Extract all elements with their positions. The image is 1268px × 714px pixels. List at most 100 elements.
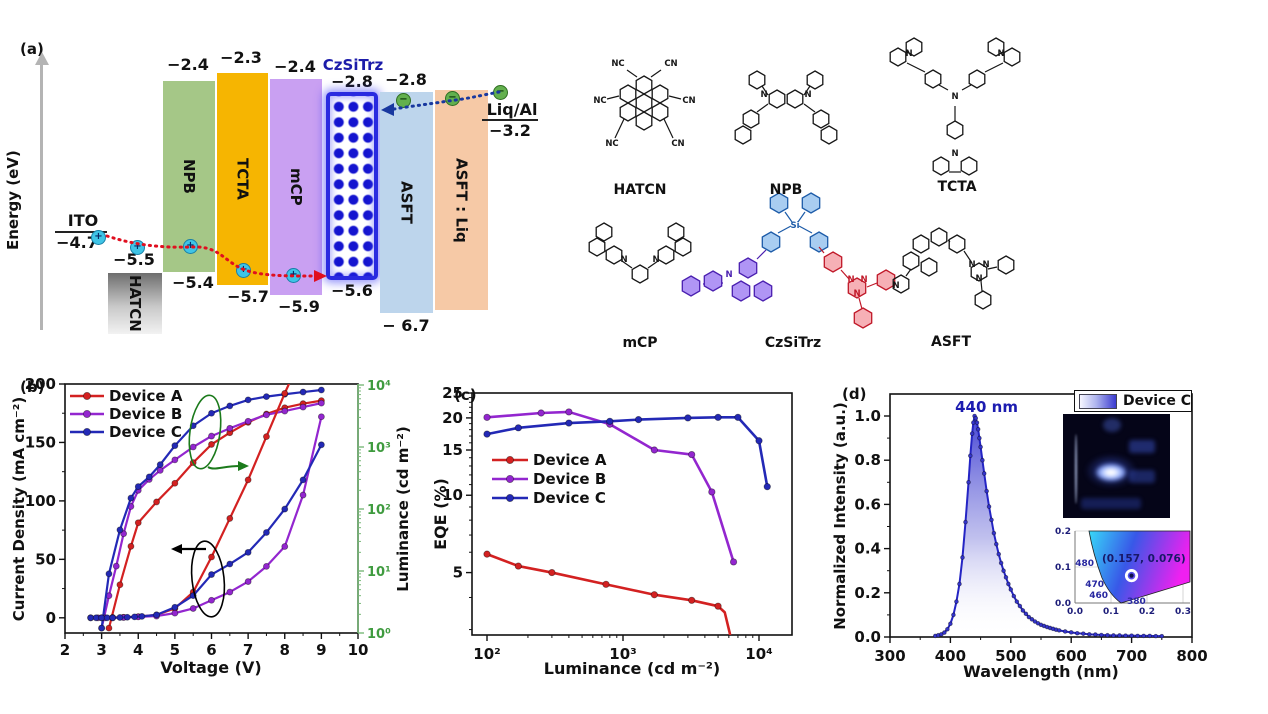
svg-text:10: 10 bbox=[348, 641, 369, 659]
svg-text:Voltage (V): Voltage (V) bbox=[160, 658, 261, 677]
panel-jvl-chart: 0 50 100 150 200 2 3 4 5 6 7 8 9 10 10⁰ 10¹ 10² 10³ 10⁴ Dev… bbox=[8, 372, 418, 707]
svg-text:480: 480 bbox=[1075, 559, 1094, 569]
tcta-lumo: −2.3 bbox=[220, 48, 262, 67]
svg-text:CN: CN bbox=[671, 139, 684, 149]
svg-text:CN: CN bbox=[664, 59, 677, 69]
el-legend: Device C bbox=[1074, 390, 1192, 412]
svg-text:Wavelength (nm): Wavelength (nm) bbox=[963, 662, 1119, 681]
svg-text:25: 25 bbox=[442, 384, 463, 402]
electron-path bbox=[392, 90, 501, 111]
svg-text:(d): (d) bbox=[842, 385, 866, 403]
energy-axis bbox=[40, 64, 43, 330]
series-device-a bbox=[483, 550, 732, 635]
cie-gamut bbox=[1088, 530, 1191, 604]
charge-transport-arrows bbox=[105, 90, 501, 282]
svg-text:0.6: 0.6 bbox=[854, 495, 881, 513]
svg-text:4: 4 bbox=[133, 641, 143, 659]
molecule-label-asft: ASFT bbox=[930, 334, 972, 350]
svg-text:50: 50 bbox=[35, 550, 56, 568]
layer-mcp-label: mCP bbox=[287, 168, 305, 206]
svg-text:N: N bbox=[853, 289, 860, 299]
czsitrz-donor: N bbox=[681, 249, 773, 302]
panel-el-spectrum: 300 400 500 600 700 800 0.0 0.2 0.4 0.6 0.8 1.0 440 … bbox=[825, 372, 1268, 714]
tcta-homo: −5.7 bbox=[227, 287, 269, 306]
photo-emitting-pixel bbox=[1096, 464, 1126, 481]
el-legend-label: Device C bbox=[1123, 393, 1191, 409]
svg-text:380: 380 bbox=[1127, 597, 1146, 607]
svg-text:0.8: 0.8 bbox=[854, 451, 881, 469]
svg-text:Luminance (cd m⁻²): Luminance (cd m⁻²) bbox=[544, 659, 720, 678]
molecule-label-npb: NPB bbox=[769, 182, 803, 198]
svg-text:500: 500 bbox=[995, 647, 1026, 665]
svg-text:3: 3 bbox=[96, 641, 106, 659]
svg-text:0.1: 0.1 bbox=[1103, 607, 1119, 617]
layer-asft-liq-label: ASFT : Liq bbox=[452, 157, 471, 243]
npb-lumo: −2.4 bbox=[167, 55, 209, 74]
svg-text:(b): (b) bbox=[20, 378, 44, 396]
svg-text:N: N bbox=[725, 270, 732, 280]
svg-text:400: 400 bbox=[935, 647, 966, 665]
series-device-c bbox=[483, 413, 771, 491]
liqal-level-line bbox=[482, 119, 538, 121]
czsitrz-lumo: −2.8 bbox=[331, 72, 373, 91]
npb-homo: −5.4 bbox=[172, 273, 214, 292]
svg-text:(0.157, 0.076): (0.157, 0.076) bbox=[1102, 553, 1186, 565]
svg-text:9: 9 bbox=[316, 641, 326, 659]
asft-lumo: −2.8 bbox=[385, 70, 427, 89]
svg-text:5: 5 bbox=[170, 641, 180, 659]
svg-text:600: 600 bbox=[1056, 647, 1087, 665]
svg-text:7: 7 bbox=[243, 641, 253, 659]
svg-text:10²: 10² bbox=[473, 645, 500, 663]
series-device-c-current_density bbox=[87, 441, 325, 622]
photo-contact-pad bbox=[1129, 470, 1155, 483]
electron-arrowhead bbox=[381, 103, 394, 116]
svg-text:150: 150 bbox=[25, 433, 56, 451]
svg-text:0.0: 0.0 bbox=[1055, 599, 1071, 609]
svg-text:N: N bbox=[905, 49, 912, 59]
layer-npb-label: NPB bbox=[180, 159, 198, 194]
svg-text:(c): (c) bbox=[454, 386, 477, 404]
svg-text:N: N bbox=[997, 49, 1004, 59]
svg-text:Device B: Device B bbox=[109, 405, 182, 423]
layer-tcta-label: TCTA bbox=[233, 158, 252, 200]
svg-text:300: 300 bbox=[874, 647, 905, 665]
panel-eqe-chart: 10² 10³ 10⁴ 5 10 15 20 25 Device A Device B Device… bbox=[420, 372, 820, 707]
svg-text:10³: 10³ bbox=[609, 645, 636, 663]
series-device-b-luminance bbox=[98, 399, 325, 632]
layer-asft: ASFT bbox=[380, 92, 433, 313]
svg-text:6: 6 bbox=[206, 641, 216, 659]
svg-text:100: 100 bbox=[25, 492, 56, 510]
hatcn-level: −5.5 bbox=[113, 250, 155, 269]
svg-text:0.4: 0.4 bbox=[854, 540, 881, 558]
svg-text:EQE (%): EQE (%) bbox=[431, 478, 450, 550]
svg-text:Si: Si bbox=[790, 221, 799, 231]
svg-text:460: 460 bbox=[1089, 591, 1108, 601]
svg-text:N: N bbox=[951, 92, 958, 102]
svg-text:8: 8 bbox=[280, 641, 290, 659]
hole-path bbox=[105, 234, 315, 278]
tcta-structure: N N N N bbox=[889, 37, 1021, 176]
svg-text:N: N bbox=[892, 281, 899, 291]
svg-text:0.0: 0.0 bbox=[1067, 607, 1083, 617]
svg-text:Device A: Device A bbox=[533, 451, 607, 469]
czsitrz-homo: −5.6 bbox=[331, 281, 373, 300]
svg-text:10²: 10² bbox=[367, 503, 391, 518]
svg-text:0.0: 0.0 bbox=[854, 628, 881, 646]
svg-text:N: N bbox=[620, 255, 627, 265]
svg-text:0.1: 0.1 bbox=[1055, 563, 1071, 573]
cie-point bbox=[1129, 573, 1134, 578]
hatcn-structure: NC CN NC CN NC CN bbox=[593, 59, 695, 149]
mcp-homo: −5.9 bbox=[278, 297, 320, 316]
czsitrz-title: CzSiTrz bbox=[322, 56, 384, 74]
svg-text:10⁴: 10⁴ bbox=[367, 379, 391, 394]
svg-text:800: 800 bbox=[1176, 647, 1207, 665]
svg-text:20: 20 bbox=[442, 409, 463, 427]
svg-text:N: N bbox=[804, 90, 811, 100]
energy-axis-arrowhead bbox=[34, 52, 49, 65]
liqal-label: Liq/Al bbox=[486, 100, 538, 119]
hole-carrier: + bbox=[130, 240, 145, 255]
